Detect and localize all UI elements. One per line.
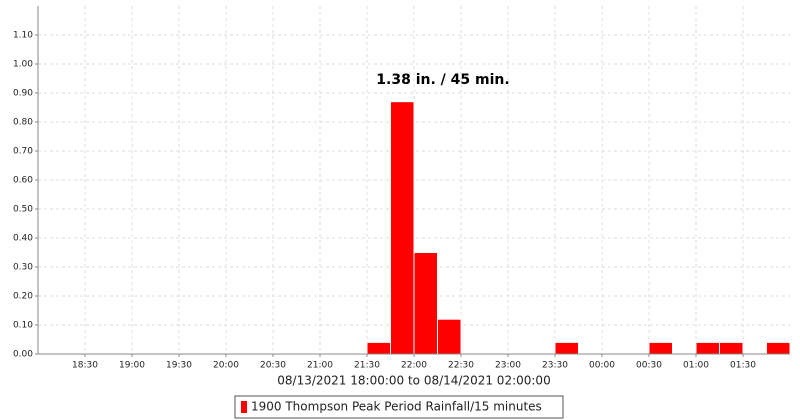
x-tick-label: 01:30 — [730, 361, 756, 371]
bar — [390, 101, 415, 355]
y-tick-label: 1.10 — [13, 31, 33, 41]
x-axis-label: 08/13/2021 18:00:00 to 08/14/2021 02:00:… — [277, 374, 550, 388]
x-tick-label: 21:30 — [354, 361, 380, 371]
x-tick-label: 22:30 — [448, 361, 474, 371]
x-tick-label: 00:30 — [636, 361, 662, 371]
legend-swatch — [241, 401, 247, 413]
y-tick-label: 0.80 — [13, 118, 33, 128]
y-tick-label: 0.20 — [13, 292, 33, 302]
legend — [234, 395, 564, 419]
y-tick-label: 1.00 — [13, 60, 33, 70]
y-tick-label: 0.00 — [13, 350, 33, 360]
bar — [366, 341, 391, 355]
y-tick-label: 0.70 — [13, 147, 33, 157]
x-tick-label: 19:00 — [119, 361, 145, 371]
x-tick-label: 19:30 — [166, 361, 192, 371]
x-tick-label: 23:30 — [542, 361, 568, 371]
x-tick-label: 18:30 — [72, 361, 98, 371]
y-tick-label: 0.10 — [13, 321, 33, 331]
bar — [554, 341, 579, 355]
x-tick-label: 22:00 — [401, 361, 427, 371]
bar — [413, 252, 438, 355]
x-tick-label: 20:00 — [213, 361, 239, 371]
bar — [766, 341, 791, 355]
x-tick-label: 00:00 — [589, 361, 615, 371]
y-tick-label: 0.40 — [13, 234, 33, 244]
y-tick-label: 0.50 — [13, 205, 33, 215]
x-tick-label: 01:00 — [683, 361, 709, 371]
bar — [719, 341, 744, 355]
y-tick-label: 0.90 — [13, 89, 33, 99]
x-tick-label: 21:00 — [307, 361, 333, 371]
y-tick-label: 0.30 — [13, 263, 33, 273]
legend-label: 1900 Thompson Peak Period Rainfall/15 mi… — [251, 400, 542, 414]
bar — [695, 341, 720, 355]
annotation: 1.38 in. / 45 min. — [376, 72, 509, 88]
bar — [648, 341, 673, 355]
x-tick-label: 20:30 — [260, 361, 286, 371]
x-tick-label: 23:00 — [495, 361, 521, 371]
y-tick-label: 0.60 — [13, 176, 33, 186]
bar — [437, 318, 462, 355]
